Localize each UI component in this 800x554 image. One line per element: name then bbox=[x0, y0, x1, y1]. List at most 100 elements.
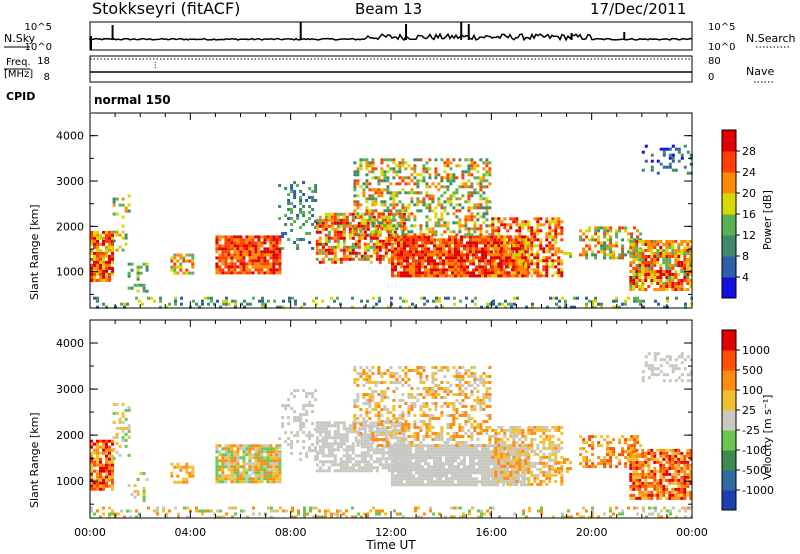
heatmap-cell bbox=[446, 438, 450, 441]
heatmap-cell bbox=[362, 402, 366, 405]
heatmap-cell bbox=[427, 483, 430, 487]
heatmap-cell bbox=[394, 447, 397, 451]
heatmap-cell bbox=[530, 259, 534, 263]
heatmap-cell bbox=[245, 462, 249, 466]
heatmap-cell bbox=[242, 474, 246, 478]
heatmap-cell bbox=[221, 474, 225, 478]
heatmap-cell bbox=[118, 245, 122, 249]
heatmap-cell bbox=[402, 299, 405, 303]
heatmap-cell bbox=[458, 384, 462, 387]
heatmap-cell bbox=[644, 249, 648, 252]
heatmap-cell bbox=[680, 252, 684, 255]
heatmap-cell bbox=[430, 235, 433, 239]
heatmap-cell bbox=[366, 218, 370, 222]
heatmap-cell bbox=[536, 229, 540, 233]
heatmap-cell bbox=[421, 456, 424, 460]
heatmap-cell bbox=[401, 164, 405, 168]
heatmap-cell bbox=[433, 244, 436, 248]
heatmap-cell bbox=[647, 243, 651, 246]
heatmap-cell bbox=[90, 278, 93, 282]
heatmap-cell bbox=[272, 250, 276, 254]
heatmap-cell bbox=[112, 447, 116, 451]
heatmap-cell bbox=[269, 247, 273, 251]
heatmap-cell bbox=[442, 241, 445, 245]
heatmap-cell bbox=[463, 247, 466, 251]
heatmap-cell bbox=[558, 305, 561, 309]
heatmap-cell bbox=[433, 259, 436, 263]
heatmap-cell bbox=[336, 215, 340, 219]
heatmap-cell bbox=[460, 253, 463, 257]
heatmap-cell bbox=[542, 247, 546, 251]
heatmap-cell bbox=[629, 264, 633, 267]
heatmap-cell bbox=[102, 269, 105, 273]
heatmap-cell bbox=[428, 429, 432, 432]
heatmap-cell bbox=[248, 459, 252, 463]
heatmap-cell bbox=[315, 439, 319, 443]
heatmap-cell bbox=[108, 263, 111, 267]
heatmap-cell bbox=[395, 417, 399, 420]
heatmap-cell bbox=[311, 199, 315, 202]
heatmap-cell bbox=[425, 215, 429, 219]
heatmap-cell bbox=[269, 256, 273, 260]
heatmap-cell bbox=[644, 258, 648, 261]
heatmap-cell bbox=[512, 262, 516, 266]
heatmap-cell bbox=[442, 453, 445, 457]
heatmap-cell bbox=[627, 296, 630, 300]
heatmap-cell bbox=[105, 439, 108, 443]
heatmap-cell bbox=[461, 170, 465, 174]
heatmap-cell bbox=[257, 256, 261, 260]
heatmap-cell bbox=[275, 253, 279, 257]
heatmap-cell bbox=[374, 408, 378, 411]
heatmap-cell bbox=[446, 179, 450, 183]
heatmap-cell bbox=[254, 250, 258, 254]
heatmap-cell bbox=[404, 233, 408, 237]
heatmap-cell bbox=[621, 253, 625, 257]
heatmap-cell bbox=[275, 474, 279, 478]
heatmap-cell bbox=[400, 256, 403, 260]
heatmap-cell bbox=[478, 268, 481, 272]
heatmap-cell bbox=[111, 475, 114, 479]
heatmap-cell bbox=[398, 161, 402, 165]
heatmap-cell bbox=[389, 372, 393, 375]
heatmap-cell bbox=[430, 238, 433, 242]
heatmap-cell bbox=[96, 472, 99, 476]
heatmap-cell bbox=[378, 451, 382, 455]
heatmap-cell bbox=[686, 288, 690, 291]
heatmap-cell bbox=[582, 247, 586, 251]
heatmap-cell bbox=[127, 435, 131, 439]
heatmap-cell bbox=[431, 387, 435, 390]
heatmap-cell bbox=[689, 171, 693, 175]
heatmap-cell bbox=[363, 463, 367, 467]
heatmap-cell bbox=[650, 282, 654, 285]
heatmap-cell bbox=[299, 428, 303, 432]
heatmap-cell bbox=[451, 265, 454, 269]
heatmap-cell bbox=[618, 305, 621, 309]
heatmap-cell bbox=[478, 271, 481, 275]
heatmap-cell bbox=[403, 259, 406, 263]
heatmap-cell bbox=[588, 226, 592, 230]
heatmap-cell bbox=[398, 423, 402, 426]
heatmap-cell bbox=[170, 265, 174, 269]
heatmap-cell bbox=[458, 393, 462, 396]
heatmap-cell bbox=[363, 248, 367, 252]
heatmap-cell bbox=[242, 456, 246, 460]
heatmap-cell bbox=[284, 404, 288, 408]
heatmap-cell bbox=[467, 206, 471, 210]
heatmap-cell bbox=[348, 427, 352, 431]
heatmap-cell bbox=[403, 462, 406, 466]
heatmap-cell bbox=[656, 282, 660, 285]
heatmap-cell bbox=[401, 203, 405, 207]
heatmap-cell bbox=[366, 463, 370, 467]
heatmap-cell bbox=[159, 299, 162, 303]
heatmap-cell bbox=[112, 402, 116, 406]
heatmap-cell bbox=[473, 167, 477, 171]
heatmap-cell bbox=[455, 164, 459, 168]
heatmap-cell bbox=[365, 158, 369, 162]
heatmap-cell bbox=[674, 255, 678, 258]
heatmap-cell bbox=[533, 238, 537, 242]
heatmap-cell bbox=[356, 179, 360, 183]
heatmap-cell bbox=[357, 221, 361, 225]
heatmap-cell bbox=[330, 442, 334, 446]
heatmap-cell bbox=[437, 200, 441, 204]
heatmap-cell bbox=[520, 474, 523, 478]
